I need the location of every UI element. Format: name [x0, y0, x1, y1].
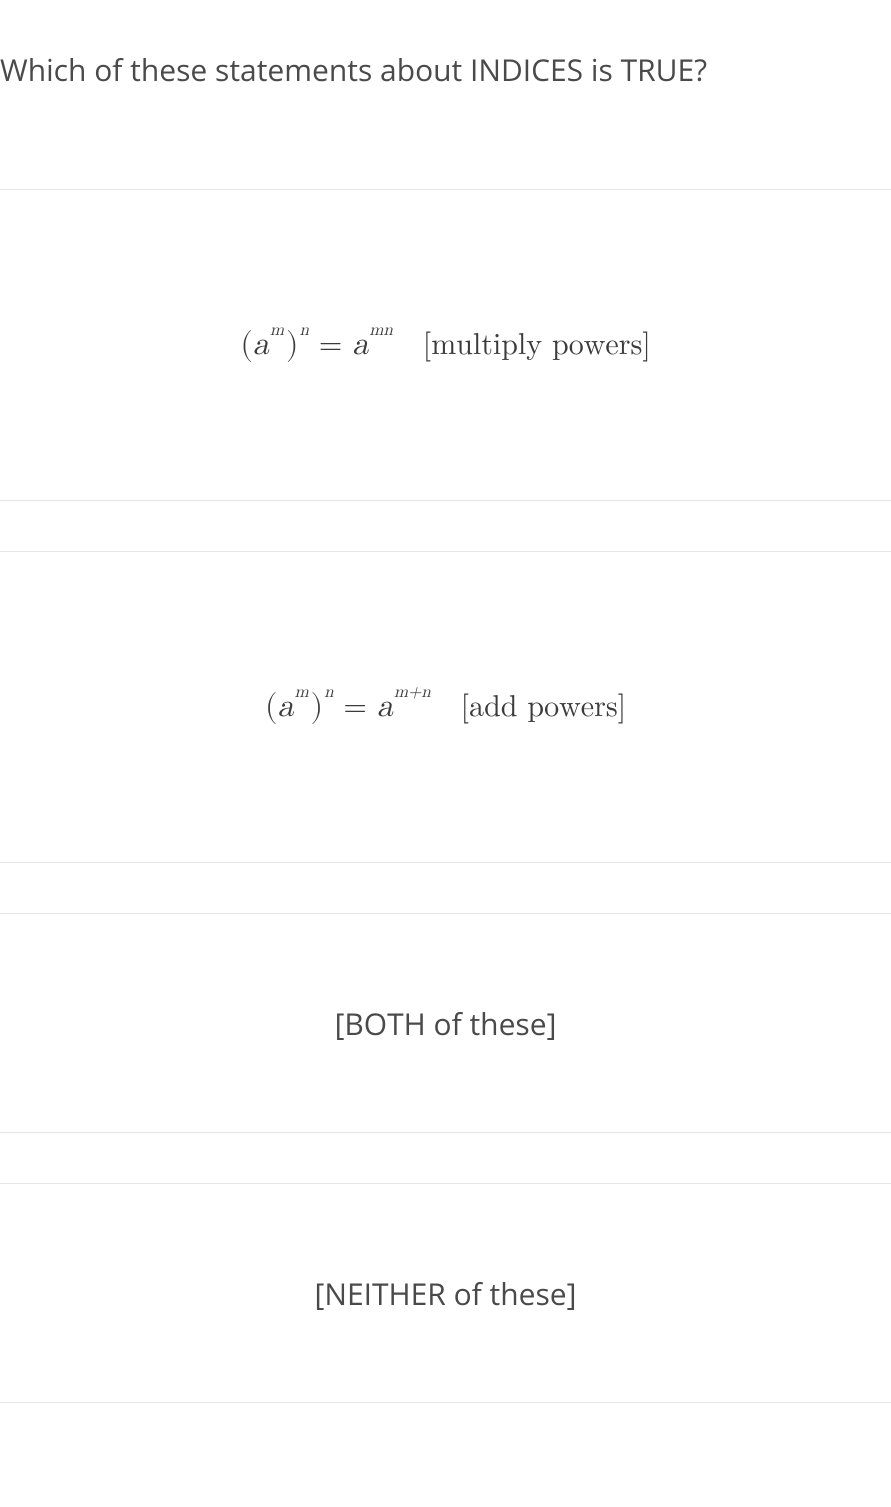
gap-2: [0, 863, 891, 913]
option-2-content: (am)n = am+n [add powers]: [265, 688, 626, 726]
option-4-label: [NEITHER of these]: [315, 1273, 577, 1314]
option-1[interactable]: (am)n = amn [multiply powers]: [0, 189, 891, 501]
gap-1: [0, 501, 891, 551]
formula-2: (am)n = am+n: [265, 688, 431, 726]
option-3-label: [BOTH of these]: [335, 1003, 557, 1044]
option-2[interactable]: (am)n = am+n [add powers]: [0, 551, 891, 863]
option-1-content: (am)n = amn [multiply powers]: [240, 326, 650, 364]
option-2-label: [add powers]: [461, 689, 626, 725]
formula-1: (am)n = amn: [240, 326, 393, 364]
options-container: (am)n = amn [multiply powers] (am)n = am…: [0, 189, 891, 1403]
gap-3: [0, 1133, 891, 1183]
option-3[interactable]: [BOTH of these]: [0, 913, 891, 1133]
option-1-label: [multiply powers]: [423, 327, 651, 363]
question-text: Which of these statements about INDICES …: [0, 0, 891, 89]
option-4[interactable]: [NEITHER of these]: [0, 1183, 891, 1403]
